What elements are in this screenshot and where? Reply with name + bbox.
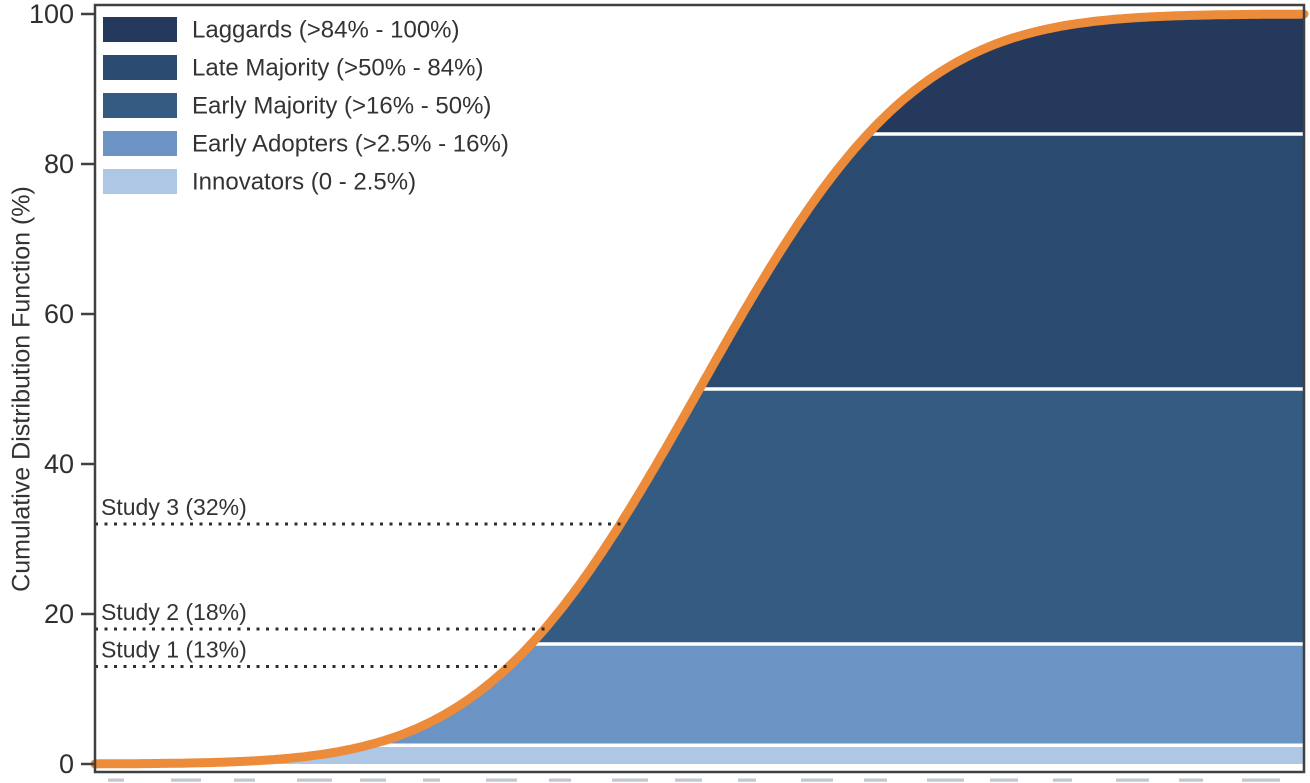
legend-swatch-innovators — [103, 169, 177, 194]
band-area-laggards — [867, 14, 1304, 134]
x-tick-stub — [1242, 778, 1280, 782]
y-tick-label-80: 80 — [44, 149, 74, 179]
x-tick-stub — [297, 778, 332, 782]
x-tick-stub — [423, 778, 440, 782]
x-tick-stub — [801, 778, 833, 782]
plot-frame — [93, 3, 1306, 774]
y-tick-label-0: 0 — [59, 749, 74, 779]
band-area-innovators — [95, 745, 1304, 764]
study-label-2: Study 2 (18%) — [101, 599, 247, 625]
x-tick-stub — [486, 778, 517, 782]
legend-label-late: Late Majority (>50% - 84%) — [192, 55, 483, 82]
x-tick-stub — [108, 778, 124, 782]
x-tick-stub — [171, 778, 201, 782]
y-tick-label-100: 100 — [29, 0, 74, 29]
x-tick-stub — [234, 778, 255, 782]
x-tick-stub — [1179, 778, 1203, 782]
y-axis-title: Cumulative Distribution Function (%) — [7, 186, 36, 592]
x-tick-stub — [675, 778, 702, 782]
x-tick-stub — [1053, 778, 1072, 782]
s-curve — [90, 9, 1309, 769]
legend-swatch-early — [103, 131, 177, 156]
legend-label-innovators: Innovators (0 - 2.5%) — [192, 169, 416, 196]
x-tick-stub — [990, 778, 1018, 782]
x-tick-stub — [1116, 778, 1149, 782]
x-tick-stub — [549, 778, 571, 782]
legend-label-laggards: Laggards (>84% - 100%) — [192, 17, 460, 44]
x-tick-stub — [612, 778, 648, 782]
band-area-early — [531, 389, 1304, 644]
x-tick-stub — [360, 778, 386, 782]
y-tick-label-60: 60 — [44, 299, 74, 329]
legend-swatch-late — [103, 55, 177, 80]
study-label-3: Study 3 (32%) — [101, 494, 247, 520]
legend-label-early: Early Adopters (>2.5% - 16%) — [192, 131, 509, 158]
legend-label-early: Early Majority (>16% - 50%) — [192, 93, 491, 120]
band-area-early — [367, 644, 1304, 746]
x-tick-stub — [864, 778, 887, 782]
legend-swatch-early — [103, 93, 177, 118]
x-tick-stub — [927, 778, 964, 782]
study-label-1: Study 1 (13%) — [101, 637, 247, 663]
y-tick-label-20: 20 — [44, 599, 74, 629]
y-tick-label-40: 40 — [44, 449, 74, 479]
band-area-late — [699, 134, 1304, 389]
legend-swatch-laggards — [103, 17, 177, 42]
x-tick-stub — [738, 778, 756, 782]
